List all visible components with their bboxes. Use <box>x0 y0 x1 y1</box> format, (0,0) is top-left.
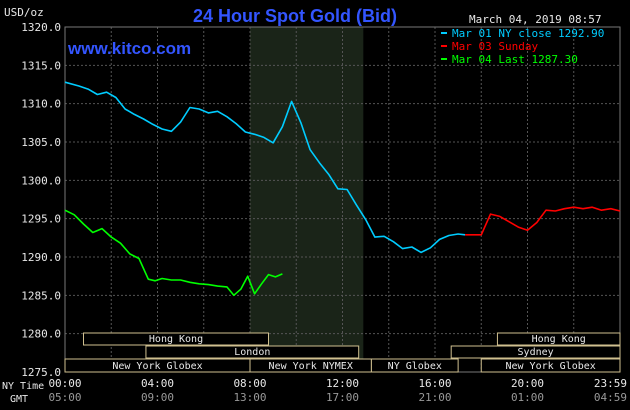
x-axis-gmt-label: GMT <box>10 394 28 405</box>
plot-area <box>64 26 621 373</box>
website-watermark: www.kitco.com <box>67 39 191 58</box>
x-tick-label-ny: 16:00 <box>418 377 451 390</box>
session-box <box>83 332 269 346</box>
session-box <box>496 332 621 346</box>
trading-sessions: Hong Kong Hong Kong London Sydney New York G… <box>64 332 621 373</box>
session-label: New York Globex <box>112 361 202 372</box>
series-line-0 <box>64 81 466 254</box>
x-tick-label-gmt: 01:00 <box>511 391 544 404</box>
nymex-session-shade <box>250 27 364 372</box>
y-tick-label: 1300.0 <box>21 174 61 187</box>
legend-swatch-sunday <box>441 45 447 47</box>
session-label: New York Globex <box>505 361 595 372</box>
x-tick-label-gmt: 05:00 <box>48 391 81 404</box>
legend-swatch-ny-close <box>441 32 447 34</box>
x-tick-label-gmt: 04:59 <box>594 391 627 404</box>
chart-title: 24 Hour Spot Gold (Bid) <box>193 6 397 26</box>
session-label: New York NYMEX <box>269 361 353 372</box>
y-tick-label: 1280.0 <box>21 328 61 341</box>
y-tick-label: 1320.0 <box>21 21 61 34</box>
legend-swatch-last <box>441 58 447 60</box>
x-tick-label-gmt: 21:00 <box>418 391 451 404</box>
y-tick-label: 1290.0 <box>21 251 61 264</box>
legend-label-last: Mar 04 Last 1287.30 <box>452 53 578 66</box>
x-tick-label-ny: 20:00 <box>511 377 544 390</box>
y-tick-label: 1305.0 <box>21 136 61 149</box>
series-line-2 <box>64 209 283 297</box>
session-label: Hong Kong <box>149 334 203 345</box>
x-axis-ny-label: NY Time <box>2 381 44 392</box>
x-tick-label-ny: 08:00 <box>233 377 266 390</box>
session-box <box>480 358 621 373</box>
session-box <box>450 345 621 359</box>
legend: Mar 01 NY close 1292.90 Mar 03 Sunday Ma… <box>441 27 604 66</box>
y-tick-label: 1310.0 <box>21 98 61 111</box>
session-box <box>370 358 459 373</box>
session-label: NY Globex <box>388 361 442 372</box>
y-unit-label: USD/oz <box>4 6 44 19</box>
legend-label-ny-close: Mar 01 NY close 1292.90 <box>452 27 604 40</box>
session-label: Hong Kong <box>532 334 586 345</box>
session-box <box>145 345 360 359</box>
session-label: London <box>234 347 270 358</box>
x-tick-label-ny: 23:59 <box>594 377 627 390</box>
y-tick-label: 1285.0 <box>21 289 61 302</box>
series-line-1 <box>465 206 621 236</box>
session-label: Sydney <box>518 347 554 358</box>
x-tick-label-ny: 00:00 <box>48 377 81 390</box>
y-tick-label: 1275.0 <box>21 366 61 379</box>
y-tick-label: 1315.0 <box>21 59 61 72</box>
x-tick-label-gmt: 13:00 <box>233 391 266 404</box>
legend-label-sunday: Mar 03 Sunday <box>452 40 538 53</box>
x-tick-label-gmt: 09:00 <box>141 391 174 404</box>
y-tick-label: 1295.0 <box>21 213 61 226</box>
y-axis-ticks: 1275.0 1280.0 1285.0 1290.0 1295.0 1300.0 1305… <box>21 21 61 379</box>
x-tick-label-ny: 12:00 <box>326 377 359 390</box>
datetime-stamp: March 04, 2019 08:57 <box>469 13 601 26</box>
x-tick-label-gmt: 17:00 <box>326 391 359 404</box>
x-tick-label-ny: 04:00 <box>141 377 174 390</box>
